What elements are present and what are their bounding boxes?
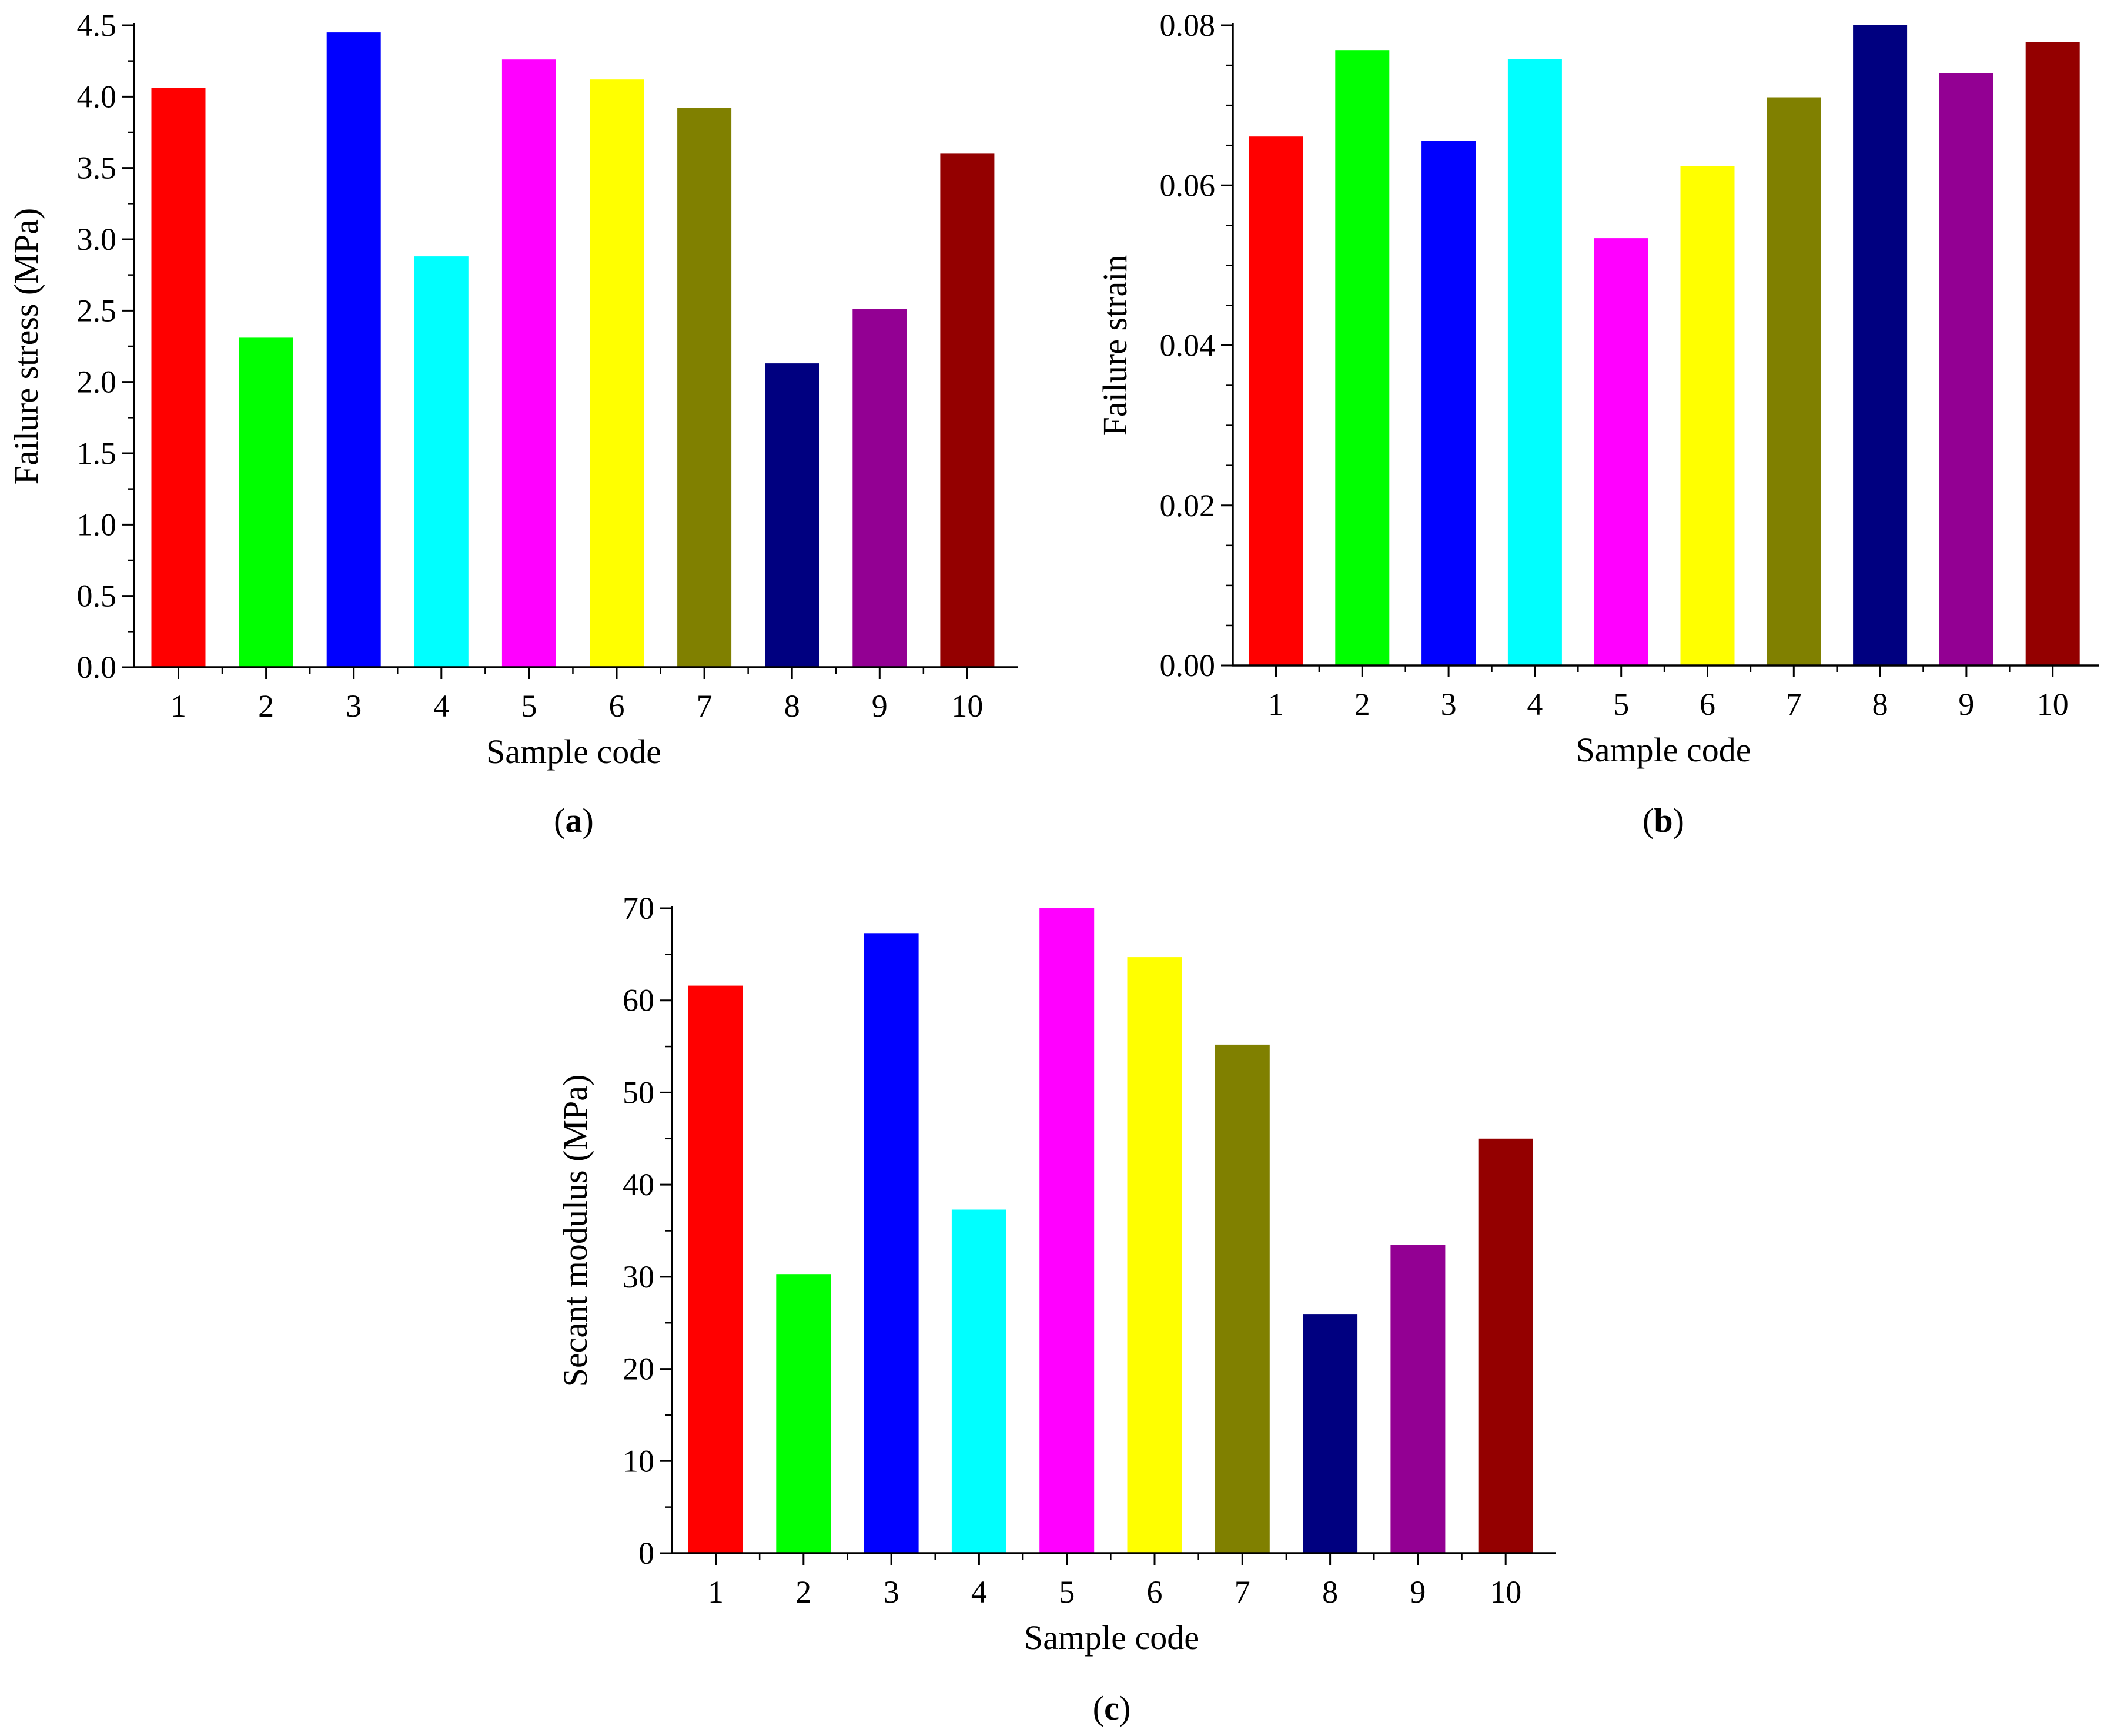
x-tick-label: 9 xyxy=(1958,687,1974,722)
y-axis-title: Failure strain xyxy=(1096,255,1134,436)
x-tick-label: 7 xyxy=(1786,687,1802,722)
y-tick-label: 3.5 xyxy=(77,150,117,186)
bar-sample-4 xyxy=(951,1209,1006,1553)
bar-sample-10 xyxy=(2025,42,2080,666)
y-tick-label: 2.0 xyxy=(77,364,117,400)
x-tick-label: 3 xyxy=(346,688,362,724)
bar-sample-6 xyxy=(1127,957,1182,1553)
y-tick-label: 1.5 xyxy=(77,436,117,471)
x-tick-label: 9 xyxy=(872,688,888,724)
x-tick-label: 7 xyxy=(1235,1574,1250,1610)
x-tick-label: 5 xyxy=(1613,687,1629,722)
y-axis-title: Failure stress (MPa) xyxy=(7,208,45,484)
bar-sample-3 xyxy=(864,933,919,1553)
bar-sample-10 xyxy=(940,153,995,667)
x-tick-label: 4 xyxy=(971,1574,987,1610)
bar-sample-3 xyxy=(1421,141,1476,665)
bar-sample-8 xyxy=(1853,25,1908,665)
y-tick-label: 30 xyxy=(623,1259,654,1295)
bar-sample-9 xyxy=(1939,73,1993,665)
y-tick-label: 0 xyxy=(638,1536,654,1571)
y-tick-label: 3.0 xyxy=(77,222,117,257)
x-tick-label: 10 xyxy=(1490,1574,1521,1610)
y-tick-label: 4.0 xyxy=(77,79,117,114)
y-tick-label: 0.0 xyxy=(77,650,117,685)
x-tick-label: 1 xyxy=(170,688,186,724)
bar-sample-3 xyxy=(326,32,381,668)
bar-sample-6 xyxy=(590,79,644,667)
y-tick-label: 20 xyxy=(623,1352,654,1387)
x-tick-label: 1 xyxy=(1268,687,1284,722)
x-tick-label: 1 xyxy=(708,1574,724,1610)
bar-sample-9 xyxy=(852,309,907,667)
panel-a: 0.0 0.5 1.0 1.5 2.0 2.5 3.0 3.5 4.0 4.5 1 2 3 4 5 6 7 8 9 1… xyxy=(7,8,1018,839)
bar-sample-2 xyxy=(239,337,293,667)
x-axis-title: Sample code xyxy=(486,732,661,771)
x-tick-label: 8 xyxy=(1322,1574,1338,1610)
y-tick-label: 0.04 xyxy=(1160,328,1216,363)
x-tick-label: 5 xyxy=(521,688,537,724)
x-tick-label: 3 xyxy=(1441,687,1457,722)
y-tick-label: 50 xyxy=(623,1075,654,1110)
bar-sample-8 xyxy=(765,363,819,667)
y-tick-label: 0.00 xyxy=(1160,648,1216,683)
panel-b: 0.00 0.02 0.04 0.06 0.08 1 2 3 4 5 6 7 8 9 10 Sample co… xyxy=(1096,8,2099,839)
x-tick-label: 8 xyxy=(784,688,800,724)
bar-sample-5 xyxy=(1594,238,1648,666)
bar-sample-4 xyxy=(414,256,469,668)
bar-sample-2 xyxy=(1335,50,1390,666)
y-tick-label: 40 xyxy=(623,1167,654,1202)
x-tick-label: 9 xyxy=(1410,1574,1426,1610)
x-tick-label: 8 xyxy=(1872,687,1888,722)
y-tick-label: 0.5 xyxy=(77,578,117,614)
bar-sample-5 xyxy=(1039,908,1095,1553)
x-tick-label: 6 xyxy=(609,688,625,724)
y-tick-label: 60 xyxy=(623,983,654,1018)
bar-sample-1 xyxy=(1249,136,1303,665)
bar-sample-1 xyxy=(688,985,743,1553)
panel-label: (a) xyxy=(554,801,594,839)
x-tick-label: 2 xyxy=(795,1574,811,1610)
bar-sample-2 xyxy=(776,1274,831,1553)
x-axis-title: Sample code xyxy=(1024,1618,1199,1657)
x-tick-label: 10 xyxy=(2037,687,2069,722)
bar-sample-9 xyxy=(1390,1245,1446,1553)
y-tick-label: 70 xyxy=(623,891,654,926)
bar-sample-1 xyxy=(151,88,206,668)
x-axis-title: Sample code xyxy=(1576,731,1751,769)
panel-letter: a xyxy=(566,801,583,839)
bar-sample-7 xyxy=(1215,1044,1270,1553)
bar-sample-7 xyxy=(677,108,732,667)
y-tick-label: 2.5 xyxy=(77,293,117,328)
x-tick-label: 10 xyxy=(951,688,983,724)
y-tick-label: 0.02 xyxy=(1160,488,1216,523)
bar-sample-4 xyxy=(1507,59,1562,666)
x-tick-label: 6 xyxy=(1700,687,1715,722)
y-tick-label: 10 xyxy=(623,1443,654,1479)
y-tick-label: 4.5 xyxy=(77,8,117,43)
x-tick-label: 4 xyxy=(1527,687,1543,722)
bar-sample-6 xyxy=(1680,166,1735,666)
panel-label: (c) xyxy=(1093,1689,1130,1727)
bar-sample-10 xyxy=(1478,1138,1533,1553)
x-tick-label: 6 xyxy=(1147,1574,1163,1610)
bar-sample-5 xyxy=(501,59,556,668)
y-axis-title: Secant modulus (MPa) xyxy=(556,1075,594,1387)
y-tick-label: 0.06 xyxy=(1160,168,1216,203)
bar-sample-8 xyxy=(1303,1314,1358,1553)
x-tick-label: 2 xyxy=(1354,687,1370,722)
y-tick-label: 0.08 xyxy=(1160,8,1216,43)
bar-sample-7 xyxy=(1767,97,1821,665)
y-tick-label: 1.0 xyxy=(77,507,117,542)
x-tick-label: 5 xyxy=(1059,1574,1075,1610)
panel-c: 0 10 20 30 40 50 60 70 1 2 3 4 5 6 7 8 9 10 Sample code Sec… xyxy=(556,891,1556,1727)
panel-label: (b) xyxy=(1643,801,1684,839)
panel-letter: b xyxy=(1654,801,1673,839)
x-tick-label: 2 xyxy=(258,688,274,724)
panel-letter: c xyxy=(1104,1689,1119,1727)
x-tick-label: 7 xyxy=(697,688,713,724)
x-tick-label: 4 xyxy=(433,688,449,724)
x-tick-label: 3 xyxy=(884,1574,899,1610)
